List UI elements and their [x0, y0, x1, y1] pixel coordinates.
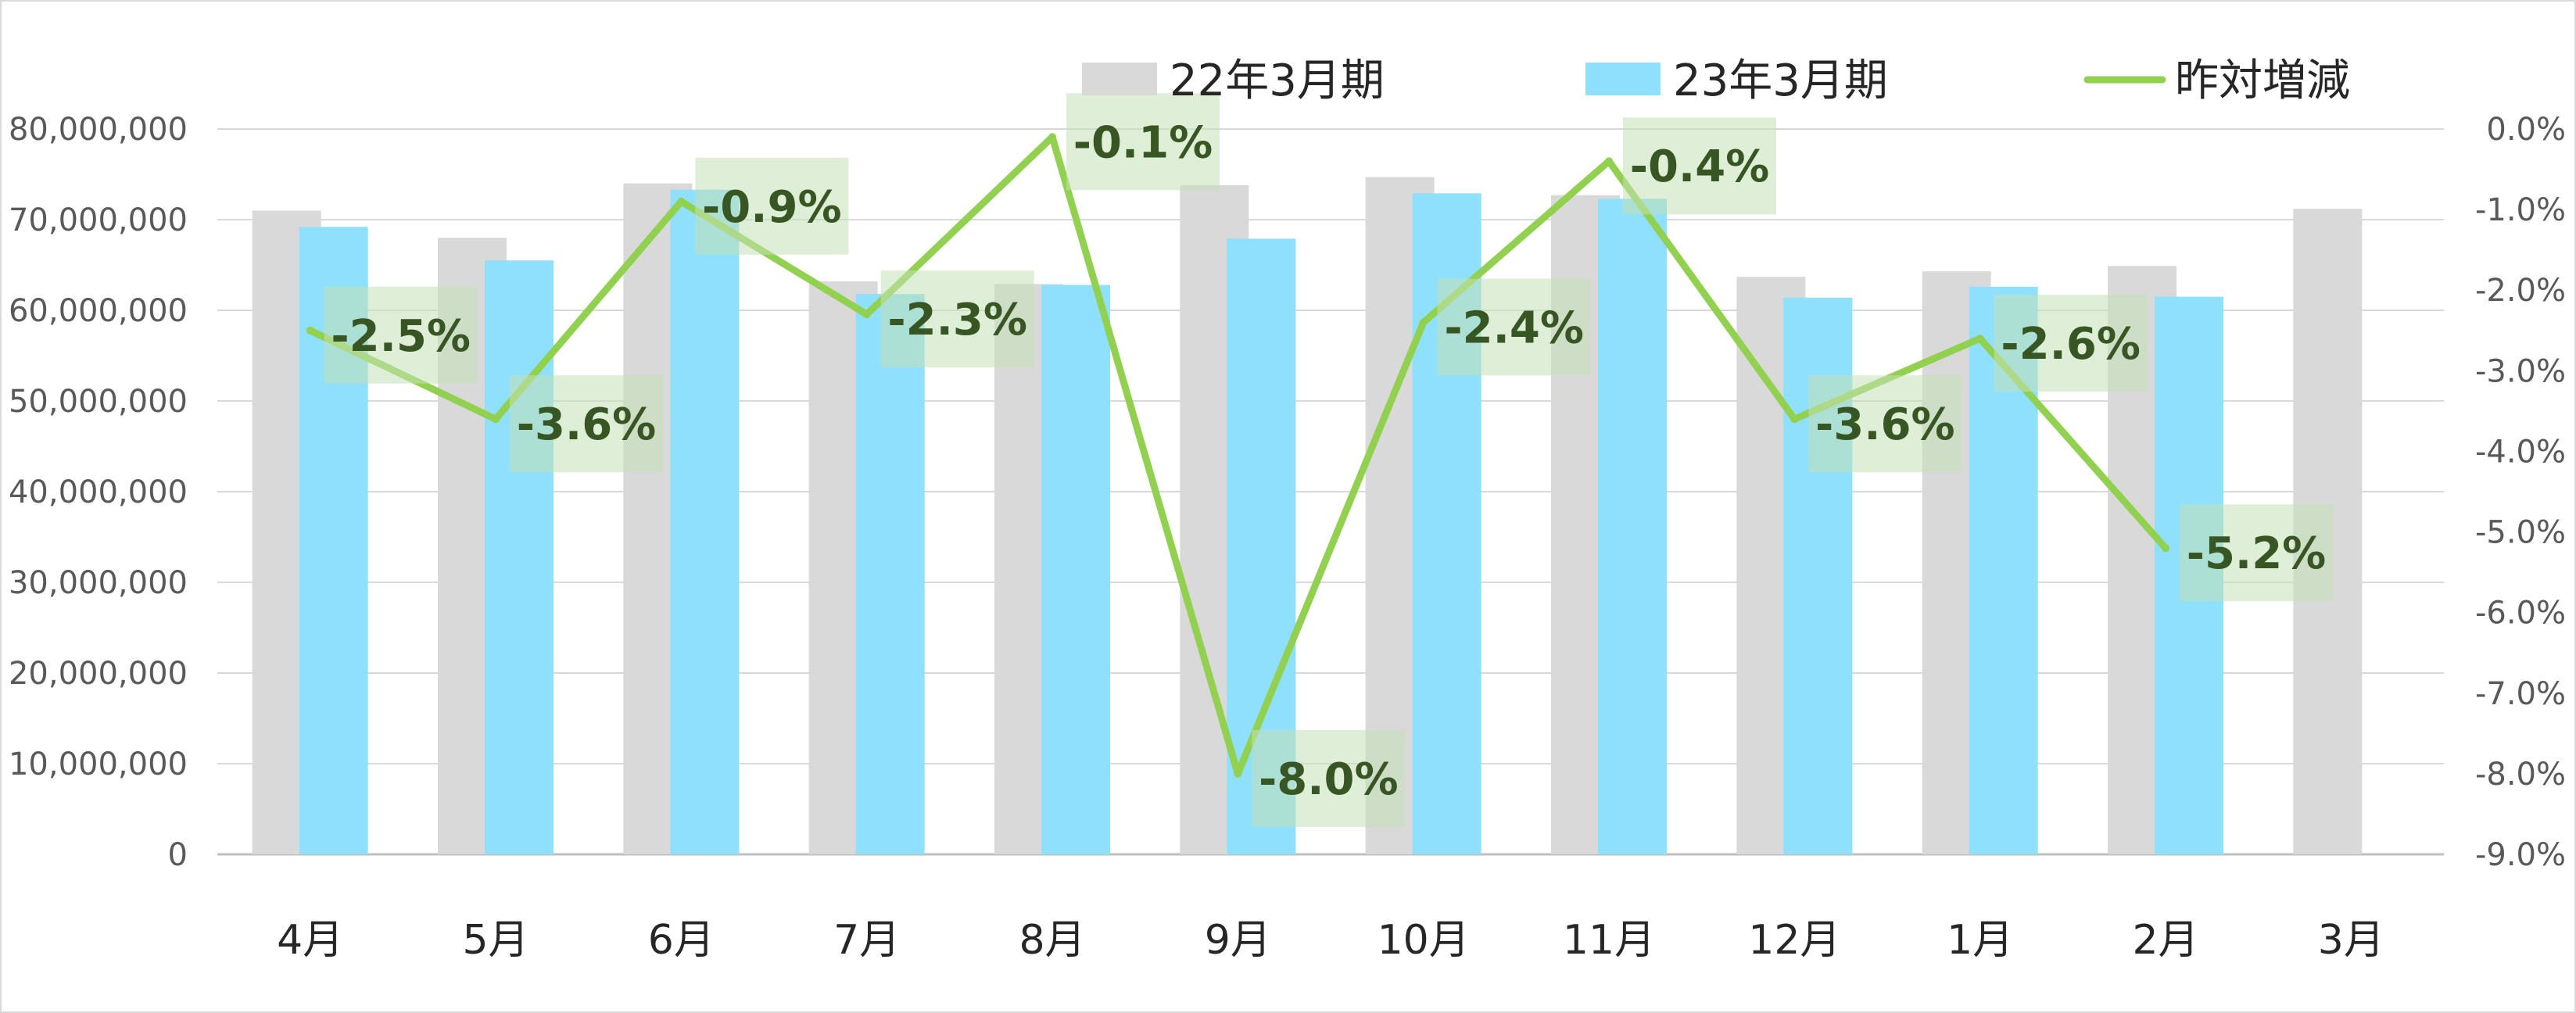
- data-label-box: [2180, 504, 2333, 602]
- data-labels: -2.5% -3.6% -0.9% -2.3% -0.1% -8.0% -2.4% -0.4%…: [324, 93, 2333, 827]
- bar-current-year: [1598, 199, 1667, 854]
- y-left-tick-label: 70,000,000: [9, 202, 188, 238]
- x-tick-label: 12月: [1748, 917, 1840, 964]
- y-right-tick-label: -8.0%: [2475, 757, 2566, 793]
- bar-current-year: [670, 189, 740, 855]
- x-tick-label: 1月: [1947, 917, 2013, 964]
- line-point: [1419, 318, 1428, 327]
- bar-current-year: [485, 260, 554, 854]
- data-label-box: [695, 157, 849, 255]
- line-point: [1790, 415, 1799, 424]
- data-label-box: [324, 286, 478, 384]
- left-axis: 0 10,000,000 20,000,000 30,000,000 40,000,00…: [9, 112, 188, 873]
- legend-label: 23年3月期: [1673, 55, 1888, 106]
- line-point: [1605, 157, 1613, 166]
- data-label-box: [1066, 93, 1220, 191]
- x-tick-label: 6月: [648, 917, 715, 964]
- data-label: -0.4%: [1630, 141, 1770, 192]
- line-point: [1048, 133, 1056, 141]
- y-right-tick-label: -6.0%: [2475, 596, 2566, 632]
- legend-label: 22年3月期: [1170, 55, 1385, 106]
- x-tick-label: 2月: [2132, 917, 2198, 964]
- data-label: -5.2%: [2187, 528, 2327, 579]
- legend-swatch: [1585, 63, 1661, 95]
- y-right-tick-label: -1.0%: [2475, 192, 2566, 228]
- data-label-box: [1252, 729, 1406, 827]
- data-label: -2.3%: [887, 295, 1027, 345]
- data-label: -2.5%: [331, 311, 471, 362]
- y-right-tick-label: -2.0%: [2475, 273, 2566, 309]
- bars: [252, 177, 2363, 855]
- x-tick-label: 4月: [277, 917, 343, 964]
- category-axis: 4月 5月 6月 7月 8月 9月 10月 11月 12月 1月 2月 3月: [277, 917, 2384, 964]
- right-axis: 0.0% -1.0% -2.0% -3.0% -4.0% -5.0% -6.0% -7.0% -…: [2475, 112, 2566, 873]
- data-label: -0.9%: [702, 182, 842, 233]
- legend-label: 昨対増減: [2175, 55, 2350, 106]
- data-label: -2.4%: [1444, 302, 1584, 353]
- line-point: [862, 310, 871, 319]
- y-left-tick-label: 50,000,000: [9, 384, 188, 420]
- y-left-tick-label: 60,000,000: [9, 293, 188, 329]
- data-label-box: [1994, 295, 2148, 392]
- line-point: [1976, 335, 1984, 343]
- line-point: [1234, 769, 1242, 778]
- x-tick-label: 3月: [2318, 917, 2384, 964]
- x-tick-label: 9月: [1205, 917, 1271, 964]
- y-left-tick-label: 20,000,000: [9, 656, 188, 692]
- legend: 22年3月期 23年3月期 昨対増減: [1082, 55, 2350, 106]
- line-point: [677, 197, 686, 206]
- x-tick-label: 8月: [1019, 917, 1085, 964]
- line-point: [492, 415, 500, 424]
- y-right-tick-label: -9.0%: [2475, 837, 2566, 873]
- y-right-tick-label: -3.0%: [2475, 353, 2566, 389]
- bar-current-year: [855, 294, 925, 854]
- data-label: -8.0%: [1259, 754, 1399, 805]
- data-label: -3.6%: [1815, 399, 1955, 450]
- y-left-tick-label: 0: [168, 837, 188, 873]
- data-label-box: [1808, 375, 1962, 473]
- data-label-box: [1437, 278, 1591, 376]
- legend-swatch: [1082, 63, 1157, 95]
- line-point: [306, 326, 314, 335]
- y-right-tick-label: -7.0%: [2475, 676, 2566, 712]
- y-left-tick-label: 40,000,000: [9, 474, 188, 510]
- data-label: -0.1%: [1073, 117, 1213, 168]
- data-label: -2.6%: [2001, 319, 2141, 370]
- data-label-box: [1623, 117, 1776, 215]
- y-right-tick-label: -4.0%: [2475, 434, 2566, 470]
- data-label-box: [510, 375, 663, 473]
- line-point: [2162, 544, 2169, 553]
- bar-current-year: [1041, 285, 1110, 854]
- y-right-tick-label: 0.0%: [2486, 112, 2566, 148]
- y-left-tick-label: 30,000,000: [9, 565, 188, 601]
- x-tick-label: 7月: [833, 917, 900, 964]
- y-right-tick-label: -5.0%: [2475, 515, 2566, 551]
- x-tick-label: 10月: [1378, 917, 1470, 964]
- y-left-tick-label: 80,000,000: [9, 112, 188, 148]
- x-tick-label: 11月: [1563, 917, 1655, 964]
- data-label: -3.6%: [517, 399, 657, 450]
- y-left-tick-label: 10,000,000: [9, 746, 188, 782]
- data-label-box: [880, 270, 1034, 368]
- x-tick-label: 5月: [462, 917, 528, 964]
